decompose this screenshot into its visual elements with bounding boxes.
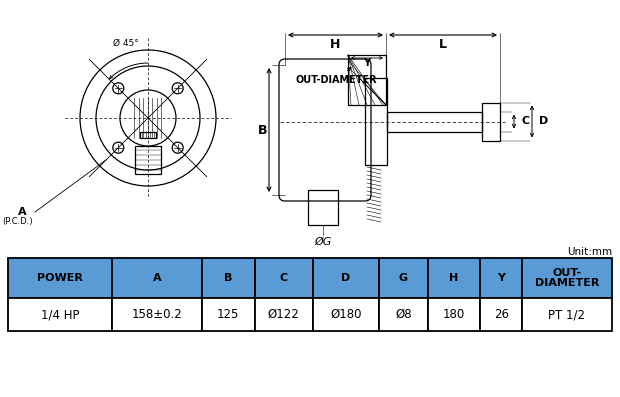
Bar bbox=[522, 298, 612, 331]
Bar bbox=[202, 298, 255, 331]
Bar bbox=[379, 258, 428, 298]
Text: 1/4 HP: 1/4 HP bbox=[41, 308, 79, 321]
Bar bbox=[112, 298, 202, 331]
Text: ØG: ØG bbox=[314, 237, 332, 247]
Text: OUT-
DIAMETER: OUT- DIAMETER bbox=[535, 268, 599, 288]
Bar bbox=[348, 55, 386, 105]
Bar bbox=[112, 258, 202, 298]
Bar bbox=[480, 258, 522, 298]
Text: 180: 180 bbox=[443, 308, 465, 321]
Text: (P.C.D.): (P.C.D.) bbox=[2, 217, 33, 226]
Text: Ø122: Ø122 bbox=[268, 308, 299, 321]
Text: G: G bbox=[399, 273, 408, 283]
Bar bbox=[482, 102, 500, 141]
Text: Unit:mm: Unit:mm bbox=[567, 247, 612, 257]
Text: POWER: POWER bbox=[37, 273, 83, 283]
Text: A: A bbox=[153, 273, 161, 283]
Text: B: B bbox=[224, 273, 232, 283]
Text: Y: Y bbox=[497, 273, 505, 283]
Text: H: H bbox=[450, 273, 459, 283]
Text: Ø 45°: Ø 45° bbox=[113, 39, 139, 48]
Text: A: A bbox=[18, 207, 26, 217]
Bar bbox=[8, 258, 112, 298]
Bar bbox=[8, 298, 112, 331]
Text: C: C bbox=[521, 116, 529, 127]
Bar bbox=[522, 258, 612, 298]
Bar bbox=[202, 258, 255, 298]
Bar bbox=[312, 298, 379, 331]
Bar bbox=[379, 298, 428, 331]
Text: Ø180: Ø180 bbox=[330, 308, 361, 321]
Text: L: L bbox=[439, 37, 447, 50]
Bar bbox=[140, 132, 156, 138]
Bar bbox=[428, 298, 480, 331]
Bar bbox=[387, 112, 482, 131]
Bar bbox=[428, 258, 480, 298]
Text: Y: Y bbox=[363, 58, 371, 68]
Text: 26: 26 bbox=[494, 308, 508, 321]
Text: OUT-DIAMETER: OUT-DIAMETER bbox=[295, 67, 376, 85]
Bar bbox=[255, 258, 312, 298]
Text: Ø8: Ø8 bbox=[395, 308, 412, 321]
Bar bbox=[365, 78, 387, 165]
Bar bbox=[255, 298, 312, 331]
Bar bbox=[480, 298, 522, 331]
Text: C: C bbox=[280, 273, 288, 283]
Text: 158±0.2: 158±0.2 bbox=[131, 308, 182, 321]
Text: PT 1/2: PT 1/2 bbox=[549, 308, 585, 321]
Text: B: B bbox=[259, 123, 268, 137]
Text: 125: 125 bbox=[217, 308, 239, 321]
Text: D: D bbox=[342, 273, 351, 283]
Bar bbox=[312, 258, 379, 298]
Bar bbox=[308, 190, 338, 225]
Text: D: D bbox=[539, 116, 548, 127]
Bar bbox=[135, 146, 161, 174]
Text: H: H bbox=[330, 37, 340, 50]
